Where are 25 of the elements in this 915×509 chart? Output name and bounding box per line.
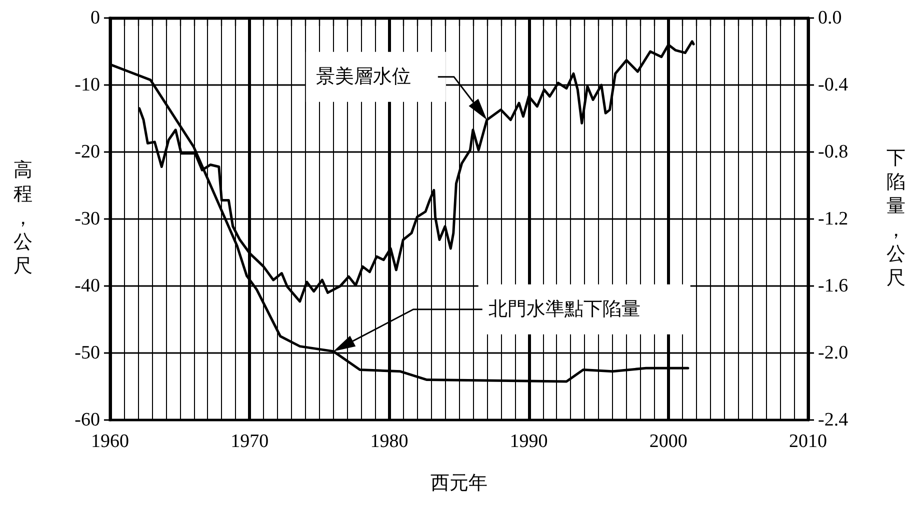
- x-tick-label: 1970: [230, 431, 269, 452]
- y-axis-title: 高程，公尺: [12, 159, 34, 279]
- y-tick-label: -60: [74, 410, 100, 430]
- x-tick-label: 1990: [510, 431, 548, 452]
- x-tick-label: 1980: [370, 431, 408, 452]
- y-tick-label: -20: [74, 142, 100, 162]
- y2-tick-label: -0.4: [818, 74, 849, 96]
- x-tick-label: 2000: [649, 431, 688, 452]
- x-axis-title: 西元年: [430, 472, 488, 496]
- legend-label: 景美層水位: [316, 65, 411, 88]
- y2-tick-label: -2.0: [818, 342, 848, 364]
- y-tick-label: -50: [74, 342, 100, 364]
- y-tick-label: 0: [90, 8, 100, 28]
- y2-tick-label: -1.2: [818, 208, 848, 230]
- text: 北門水準點下陷量: [488, 298, 640, 320]
- x-tick-label: 1960: [91, 431, 129, 452]
- x-tick-label: 2010: [789, 431, 827, 452]
- y-tick-label: -40: [74, 276, 100, 296]
- y2-tick-label: -2.4: [818, 410, 849, 430]
- y-tick-label: -30: [74, 208, 100, 230]
- y2-tick-label: 0.0: [818, 8, 842, 28]
- y2-tick-label: -1.6: [818, 276, 848, 296]
- y-tick-label: -10: [74, 74, 100, 96]
- y2-axis-title: 下陷量，公尺: [886, 147, 906, 291]
- y2-tick-label: -0.8: [818, 142, 848, 162]
